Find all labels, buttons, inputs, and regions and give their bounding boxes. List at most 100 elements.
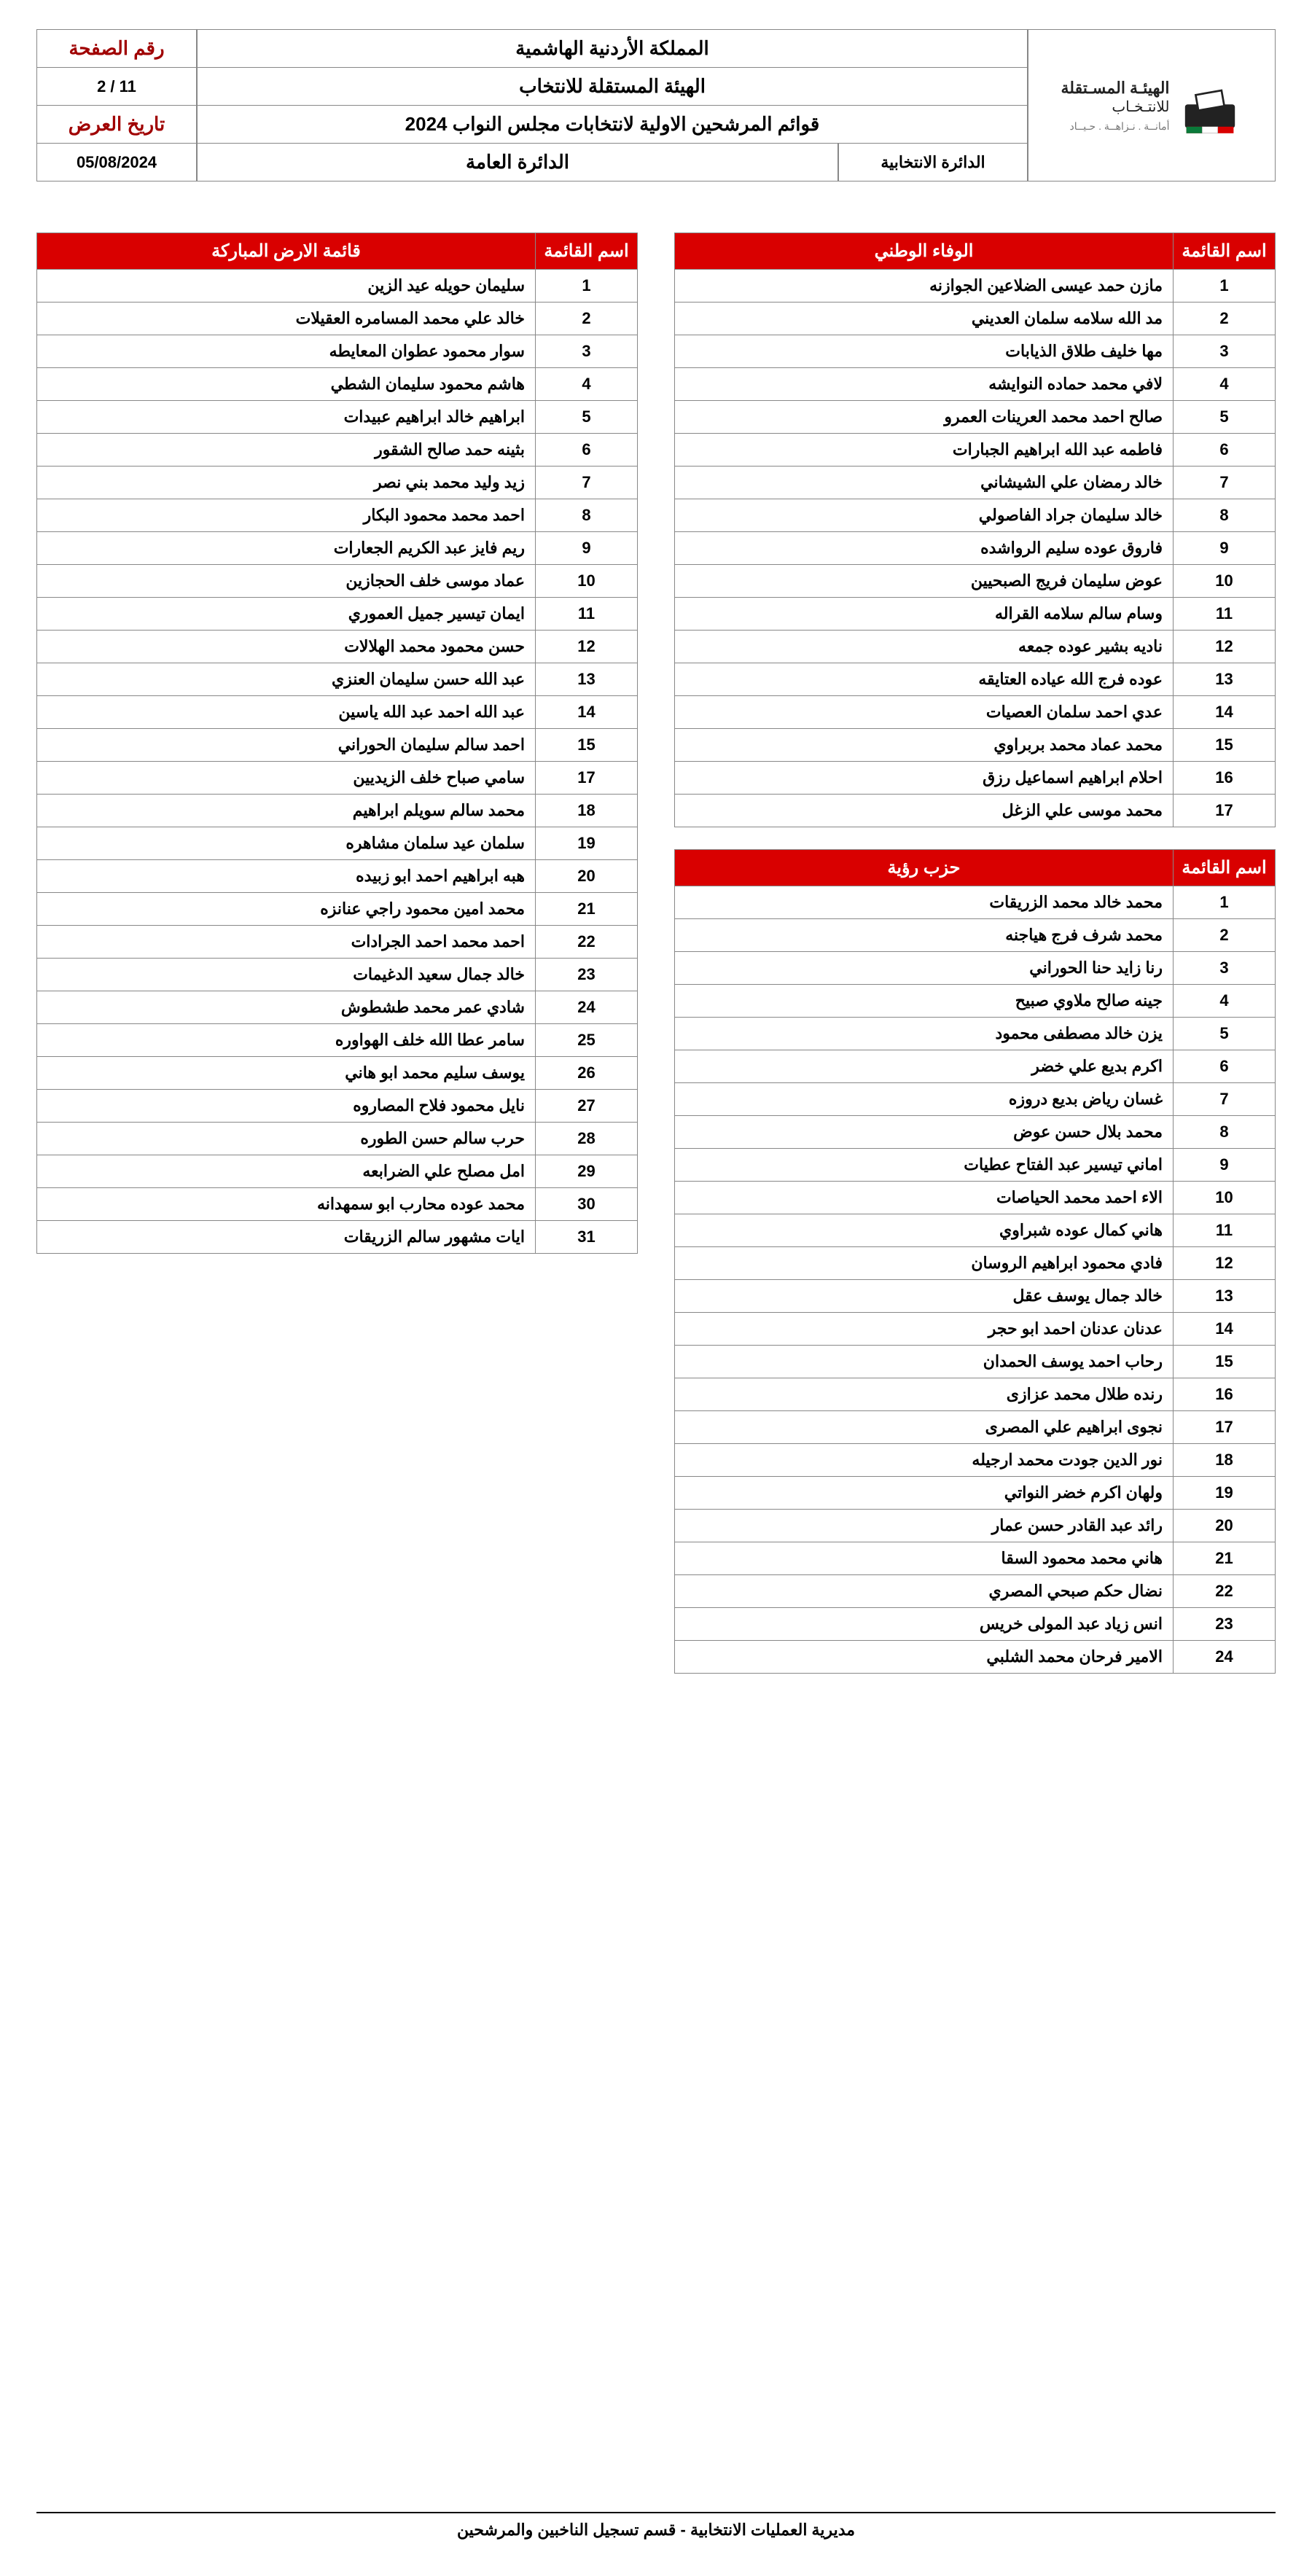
table-row: 18محمد سالم سويلم ابراهيم <box>37 795 638 827</box>
row-num: 17 <box>536 762 638 795</box>
table-row: 5ابراهيم خالد ابراهيم عبيدات <box>37 401 638 434</box>
row-num: 10 <box>1174 565 1276 598</box>
row-name: شادي عمر محمد طشطوش <box>37 991 536 1024</box>
row-num: 12 <box>1174 1247 1276 1280</box>
row-num: 29 <box>536 1155 638 1188</box>
table-row: 19سلمان عيد سلمان مشاهره <box>37 827 638 860</box>
row-num: 5 <box>1174 401 1276 434</box>
list-table-2: اسم القائمةحزب رؤية1محمد خالد محمد الزري… <box>674 849 1276 1674</box>
row-num: 14 <box>1174 696 1276 729</box>
table-row: 9ريم فايز عبد الكريم الجعارات <box>37 532 638 565</box>
row-name: اماني تيسير عبد الفتاح عطيات <box>675 1149 1174 1182</box>
table-row: 14عبد الله احمد عبد الله ياسين <box>37 696 638 729</box>
table-row: 21محمد امين محمود راجي عنانزه <box>37 893 638 926</box>
table-row: 10عماد موسى خلف الحجازين <box>37 565 638 598</box>
row-num: 28 <box>536 1123 638 1155</box>
table-row: 14عدنان عدنان احمد ابو حجر <box>675 1313 1276 1346</box>
row-num: 4 <box>1174 985 1276 1018</box>
list-table-3: اسم القائمةقائمة الارض المباركة1سليمان ح… <box>36 233 638 1254</box>
row-num: 8 <box>536 499 638 532</box>
row-name: هاني محمد محمود السقا <box>675 1542 1174 1575</box>
row-num: 16 <box>1174 1378 1276 1411</box>
footer-text: مديرية العمليات الانتخابية - قسم تسجيل ا… <box>36 2521 1276 2540</box>
table-row: 27نايل محمود فلاح المصاروه <box>37 1090 638 1123</box>
table-row: 5يزن خالد مصطفى محمود <box>675 1018 1276 1050</box>
row-num: 3 <box>1174 952 1276 985</box>
row-name: محمد عماد محمد بربراوي <box>675 729 1174 762</box>
row-name: فاروق عوده سليم الرواشده <box>675 532 1174 565</box>
table-row: 9اماني تيسير عبد الفتاح عطيات <box>675 1149 1276 1182</box>
table-row: 6بثينه حمد صالح الشقور <box>37 434 638 467</box>
district-label: الدائرة الانتخابية <box>838 144 1028 181</box>
row-name: هاني كمال عوده شبراوي <box>675 1214 1174 1247</box>
row-num: 14 <box>536 696 638 729</box>
table-row: 17نجوى ابراهيم علي المصرى <box>675 1411 1276 1444</box>
row-name: عدي احمد سلمان العصيات <box>675 696 1174 729</box>
logo-small: أمانــة . نـزاهــة . حـيــاد <box>1061 120 1169 133</box>
row-num: 4 <box>536 368 638 401</box>
table-row: 15احمد سالم سليمان الحوراني <box>37 729 638 762</box>
row-name: سلمان عيد سلمان مشاهره <box>37 827 536 860</box>
row-num: 16 <box>1174 762 1276 795</box>
row-name: ريم فايز عبد الكريم الجعارات <box>37 532 536 565</box>
row-name: نجوى ابراهيم علي المصرى <box>675 1411 1174 1444</box>
row-num: 23 <box>536 959 638 991</box>
row-num: 13 <box>1174 1280 1276 1313</box>
row-num: 18 <box>536 795 638 827</box>
row-name: مها خليف طلاق الذيابات <box>675 335 1174 368</box>
table-row: 7خالد رمضان علي الشيشاني <box>675 467 1276 499</box>
row-num: 5 <box>1174 1018 1276 1050</box>
table-row: 25سامر عطا الله خلف الهواوره <box>37 1024 638 1057</box>
row-name: نايل محمود فلاح المصاروه <box>37 1090 536 1123</box>
table-row: 15محمد عماد محمد بربراوي <box>675 729 1276 762</box>
row-num: 22 <box>536 926 638 959</box>
table-row: 30محمد عوده محارب ابو سمهدانه <box>37 1188 638 1221</box>
table-row: 31ايات مشهور سالم الزريقات <box>37 1221 638 1254</box>
row-num: 1 <box>1174 886 1276 919</box>
table-row: 10عوض سليمان فريج الصبحيين <box>675 565 1276 598</box>
table-row: 4هاشم محمود سليمان الشطي <box>37 368 638 401</box>
row-name: الامير فرحان محمد الشلبي <box>675 1641 1174 1674</box>
row-name: اكرم بديع علي خضر <box>675 1050 1174 1083</box>
row-num: 11 <box>1174 1214 1276 1247</box>
row-name: هبه ابراهيم احمد ابو زبيده <box>37 860 536 893</box>
row-num: 15 <box>1174 1346 1276 1378</box>
row-name: ابراهيم خالد ابراهيم عبيدات <box>37 401 536 434</box>
row-name: حرب سالم حسن الطوره <box>37 1123 536 1155</box>
table-row: 22نضال حكم صبحي المصري <box>675 1575 1276 1608</box>
row-num: 6 <box>1174 1050 1276 1083</box>
row-name: رنده طلال محمد عزازى <box>675 1378 1174 1411</box>
table-row: 14عدي احمد سلمان العصيات <box>675 696 1276 729</box>
row-name: محمد عوده محارب ابو سمهدانه <box>37 1188 536 1221</box>
row-num: 26 <box>536 1057 638 1090</box>
table-row: 1محمد خالد محمد الزريقات <box>675 886 1276 919</box>
row-name: محمد امين محمود راجي عنانزه <box>37 893 536 926</box>
table-row: 24شادي عمر محمد طشطوش <box>37 991 638 1024</box>
footer: مديرية العمليات الانتخابية - قسم تسجيل ا… <box>36 2512 1276 2540</box>
lists-area: اسم القائمةالوفاء الوطني1مازن حمد عيسى ا… <box>36 233 1276 1674</box>
table-row: 29امل مصلح علي الضرابعه <box>37 1155 638 1188</box>
row-name: حسن محمود محمد الهلالات <box>37 631 536 663</box>
table-row: 15رحاب احمد يوسف الحمدان <box>675 1346 1276 1378</box>
row-num: 21 <box>1174 1542 1276 1575</box>
row-num: 13 <box>1174 663 1276 696</box>
row-num: 9 <box>536 532 638 565</box>
row-num: 18 <box>1174 1444 1276 1477</box>
row-num: 1 <box>1174 270 1276 303</box>
table-row: 17محمد موسى علي الزغل <box>675 795 1276 827</box>
row-num: 15 <box>536 729 638 762</box>
row-num: 30 <box>536 1188 638 1221</box>
table-row: 4جينه صالح ملاوي صبيح <box>675 985 1276 1018</box>
row-name: صالح احمد محمد العرينات العمرو <box>675 401 1174 434</box>
table-row: 24الامير فرحان محمد الشلبي <box>675 1641 1276 1674</box>
table-row: 16احلام ابراهيم اسماعيل رزق <box>675 762 1276 795</box>
table-row: 7غسان رياض بديع دروزه <box>675 1083 1276 1116</box>
table-row: 12فادي محمود ابراهيم الروسان <box>675 1247 1276 1280</box>
row-name: محمد بلال حسن عوض <box>675 1116 1174 1149</box>
table-row: 12حسن محمود محمد الهلالات <box>37 631 638 663</box>
table-row: 11هاني كمال عوده شبراوي <box>675 1214 1276 1247</box>
table-row: 22احمد محمد احمد الجرادات <box>37 926 638 959</box>
page-value: 2 / 11 <box>36 68 197 105</box>
row-name: سامر عطا الله خلف الهواوره <box>37 1024 536 1057</box>
row-num: 19 <box>1174 1477 1276 1510</box>
